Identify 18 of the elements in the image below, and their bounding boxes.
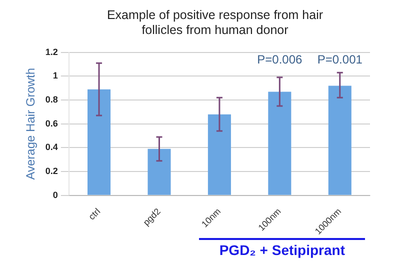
bar: [88, 89, 111, 195]
annotation: P=0.001: [317, 52, 363, 67]
y-tick-label: 0: [52, 190, 58, 200]
y-tick-label: 1: [52, 70, 58, 81]
bar: [148, 148, 171, 195]
y-tick-label: 0.6: [45, 118, 58, 128]
y-tick-label: 0.8: [45, 94, 58, 105]
annotation: P=0.006: [257, 52, 303, 67]
y-axis-title: Average Hair Growth: [24, 68, 38, 180]
y-tick-label: 1.2: [45, 46, 58, 57]
bar: [208, 114, 231, 195]
y-tick-label: 0.4: [45, 142, 58, 152]
y-tick-label: 0.2: [45, 166, 58, 176]
bar: [268, 92, 292, 195]
text: PGD₂ + Setipiprant: [199, 238, 365, 258]
x-tick-label: ctrl: [86, 206, 102, 222]
chart-title: Example of positive response from hair follicles from human donor: [106, 8, 324, 38]
bar: [328, 86, 352, 195]
